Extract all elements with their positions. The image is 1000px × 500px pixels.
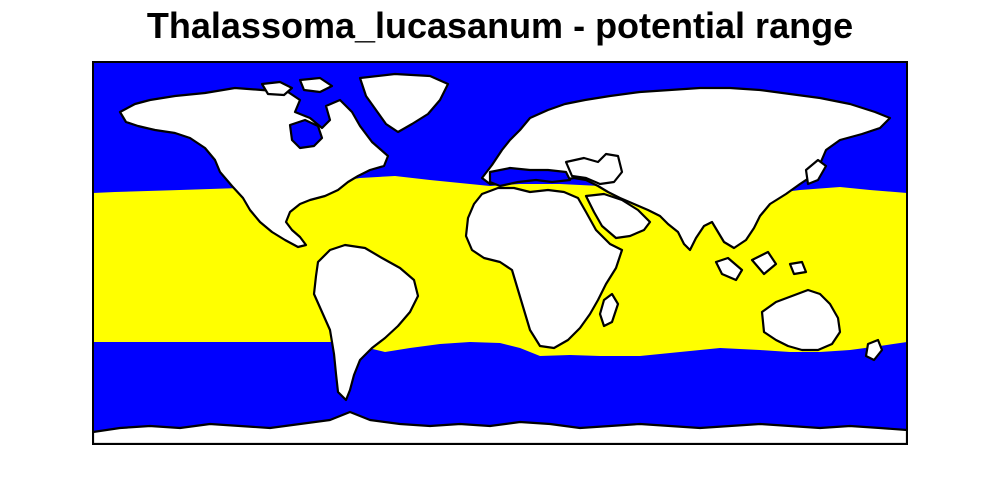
arabian-peninsula — [584, 192, 652, 240]
hudson-bay — [288, 118, 324, 150]
map-frame — [92, 61, 908, 445]
caspian-sea — [564, 152, 624, 186]
arctic-islands — [260, 76, 334, 97]
eurasia-landmass — [480, 86, 892, 252]
greenland-landmass — [358, 72, 450, 134]
map-title: Thalassoma_lucasanum - potential range — [146, 5, 854, 46]
antarctica-landmass — [93, 410, 907, 444]
new-zealand-islands — [864, 338, 884, 362]
australia-landmass — [760, 288, 842, 352]
mediterranean-sea — [488, 166, 572, 188]
southeast-asia-islands — [714, 250, 808, 282]
north-america-landmass — [118, 86, 390, 249]
south-america-landmass — [312, 243, 420, 402]
madagascar-landmass — [598, 292, 620, 328]
africa-landmass — [464, 186, 624, 350]
japan-islands — [804, 158, 828, 186]
